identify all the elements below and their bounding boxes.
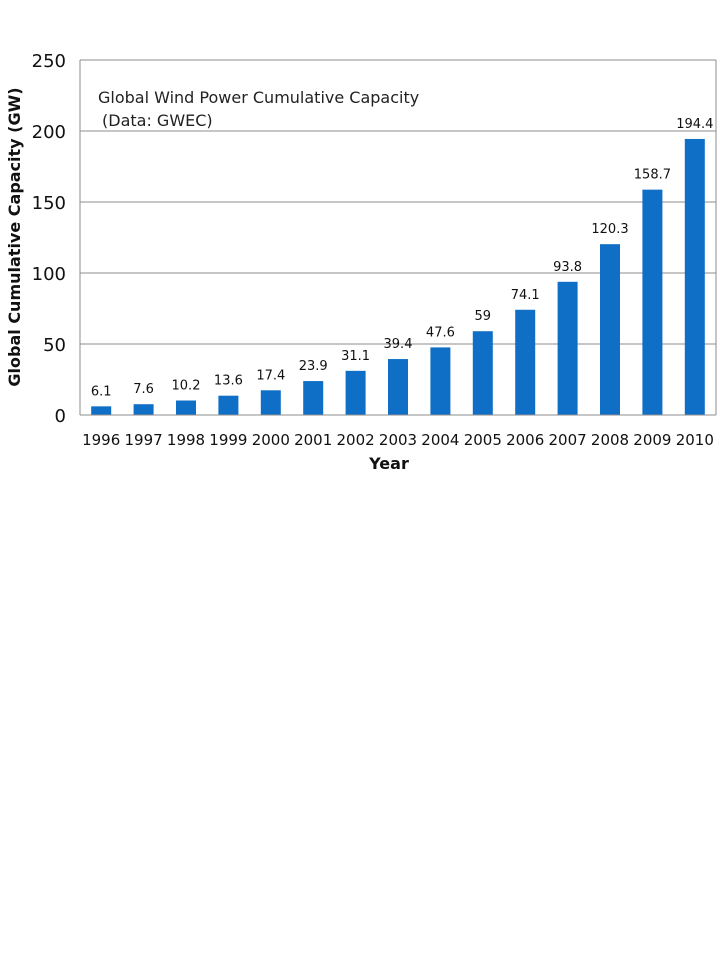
y-tick-label: 100	[32, 264, 66, 285]
bar	[600, 244, 620, 415]
x-tick-label: 2006	[506, 431, 544, 449]
bar	[472, 331, 493, 415]
bar-value-label: 47.6	[426, 325, 455, 340]
bar-value-label: 39.4	[384, 337, 413, 352]
bar-value-label: 120.3	[591, 222, 628, 237]
chart-annotation-source: (Data: GWEC)	[102, 111, 213, 130]
bar-value-label: 93.8	[553, 260, 582, 275]
y-tick-label: 250	[32, 51, 66, 72]
bar	[642, 189, 663, 415]
y-tick-label: 0	[55, 406, 66, 427]
bar-value-label: 17.4	[256, 368, 285, 383]
bar	[684, 138, 705, 415]
bar-value-label: 158.7	[634, 168, 671, 183]
x-tick-label: 2009	[633, 431, 671, 449]
x-tick-label: 2010	[676, 431, 714, 449]
x-tick-label: 1997	[125, 431, 163, 449]
bar	[430, 347, 451, 415]
bar-value-label: 6.1	[91, 384, 112, 399]
x-tick-label: 2004	[421, 431, 459, 449]
x-tick-label: 2001	[294, 431, 332, 449]
axes	[79, 60, 717, 416]
bar-value-label: 10.2	[172, 379, 201, 394]
bar	[91, 406, 112, 415]
bar	[303, 381, 324, 415]
y-tick-label: 50	[43, 335, 66, 356]
bars	[91, 138, 705, 415]
bar-value-label: 31.1	[341, 349, 370, 364]
bar-value-label: 13.6	[214, 374, 243, 389]
bar-value-label: 7.6	[133, 382, 154, 397]
x-tick-label: 1999	[209, 431, 247, 449]
x-tick-labels: 1996 1997 1998 1999 2000 2001 2002 2003 2004 2005…	[82, 431, 714, 449]
chart-annotation-title: Global Wind Power Cumulative Capacity	[98, 88, 419, 107]
x-tick-label: 2002	[337, 431, 375, 449]
x-axis-title: Year	[368, 454, 409, 473]
bar	[557, 281, 578, 415]
bar	[176, 400, 196, 415]
bar	[515, 309, 536, 415]
bar	[260, 390, 281, 415]
x-tick-label: 1996	[82, 431, 120, 449]
x-tick-label: 2005	[464, 431, 502, 449]
x-tick-label: 2000	[252, 431, 290, 449]
bar-value-label: 23.9	[299, 359, 328, 374]
x-tick-label: 2007	[549, 431, 587, 449]
bar-value-label: 59	[475, 309, 492, 324]
y-tick-label: 150	[32, 193, 66, 214]
y-tick-label: 200	[32, 122, 66, 143]
bar-value-label: 194.4	[676, 117, 713, 132]
data-labels: 6.1 7.6 10.2 13.6 17.4 23.9 31.1 39.4 47.6 59 74.1…	[91, 117, 714, 399]
bar	[218, 395, 239, 415]
y-tick-labels: 0 50 100 150 200 250	[32, 51, 66, 427]
bar	[388, 359, 408, 415]
x-tick-label: 2003	[379, 431, 417, 449]
bar	[345, 370, 366, 415]
bar-value-label: 74.1	[511, 288, 540, 303]
y-axis-title: Global Cumulative Capacity (GW)	[5, 87, 24, 386]
bar	[133, 404, 154, 415]
x-tick-label: 2008	[591, 431, 629, 449]
x-tick-label: 1998	[167, 431, 205, 449]
